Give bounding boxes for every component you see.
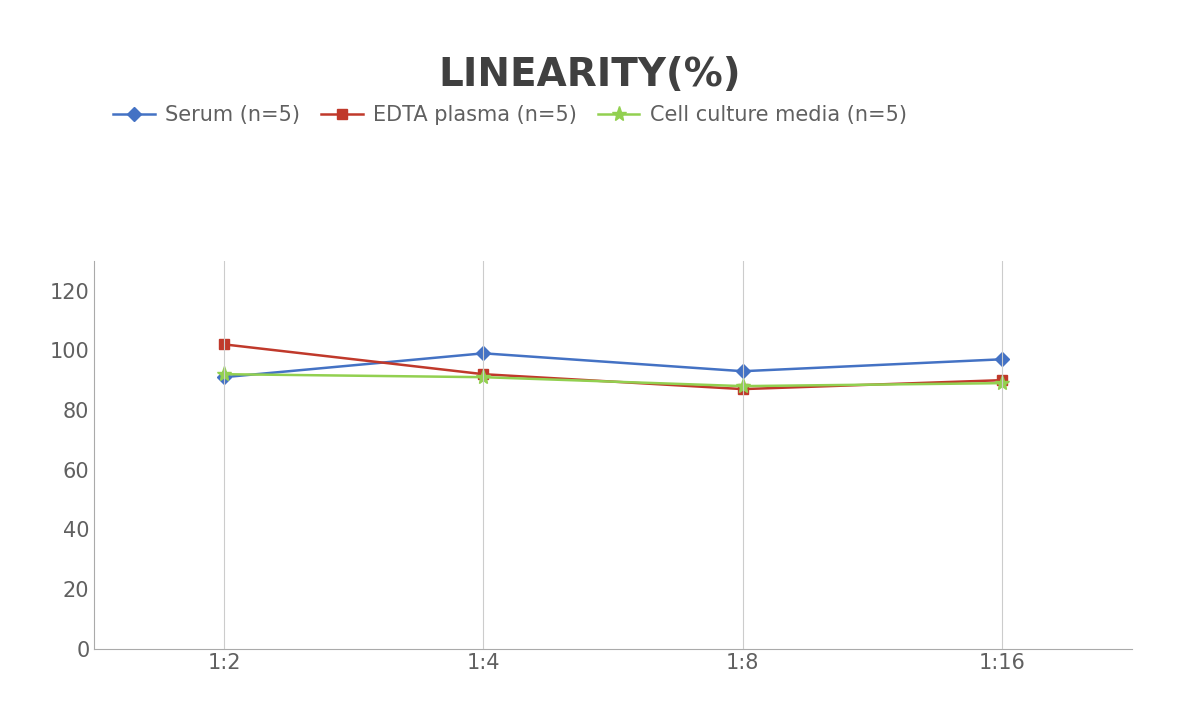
Text: LINEARITY(%): LINEARITY(%) [439,56,740,94]
EDTA plasma (n=5) [736,385,750,393]
Serum (n=5) [995,355,1009,364]
Serum (n=5) [736,367,750,376]
Cell culture media (n=5) [476,373,490,381]
Cell culture media (n=5) [217,370,231,379]
Legend: Serum (n=5), EDTA plasma (n=5), Cell culture media (n=5): Serum (n=5), EDTA plasma (n=5), Cell cul… [105,97,915,133]
EDTA plasma (n=5) [995,376,1009,384]
Line: Cell culture media (n=5): Cell culture media (n=5) [217,367,1009,394]
Line: EDTA plasma (n=5): EDTA plasma (n=5) [219,340,1007,394]
Cell culture media (n=5) [995,379,1009,387]
Serum (n=5) [217,373,231,381]
Cell culture media (n=5) [736,382,750,391]
Serum (n=5) [476,349,490,357]
EDTA plasma (n=5) [476,370,490,379]
EDTA plasma (n=5) [217,340,231,348]
Line: Serum (n=5): Serum (n=5) [219,348,1007,382]
